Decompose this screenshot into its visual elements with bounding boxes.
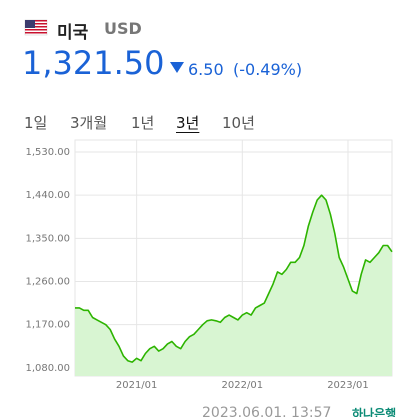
source: 하나은행 [352,407,397,417]
period-tab[interactable]: 10년 [222,114,255,132]
x-tick-label: 2021/01 [116,380,158,391]
flag [24,19,48,36]
area-fill [75,195,392,376]
change-percent: (-0.49%) [233,60,303,79]
period-tab[interactable]: 3개월 [70,114,108,132]
y-tick-label: 1,440.00 [25,190,70,201]
y-tick-label: 1,170.00 [25,320,70,331]
timestamp: 2023.06.01. 13:57 [202,405,332,417]
period-tab[interactable]: 1년 [131,114,155,132]
down-arrow [170,62,184,73]
y-tick-label: 1,350.00 [25,233,70,244]
change: 6.50 [188,60,224,79]
country: 미국 [57,23,89,43]
price-line [75,194,393,363]
y-tick-label: 1,080.00 [25,363,70,374]
y-tick-label: 1,530.00 [25,147,70,158]
currency: USD [104,19,142,38]
price: 1,321.50 [22,44,165,82]
x-tick-label: 2022/01 [222,380,264,391]
period-tab[interactable]: 1일 [24,114,48,132]
y-tick-label: 1,260.00 [25,277,70,288]
period-tab[interactable]: 3년 [176,114,200,132]
x-tick-label: 2023/01 [327,380,369,391]
